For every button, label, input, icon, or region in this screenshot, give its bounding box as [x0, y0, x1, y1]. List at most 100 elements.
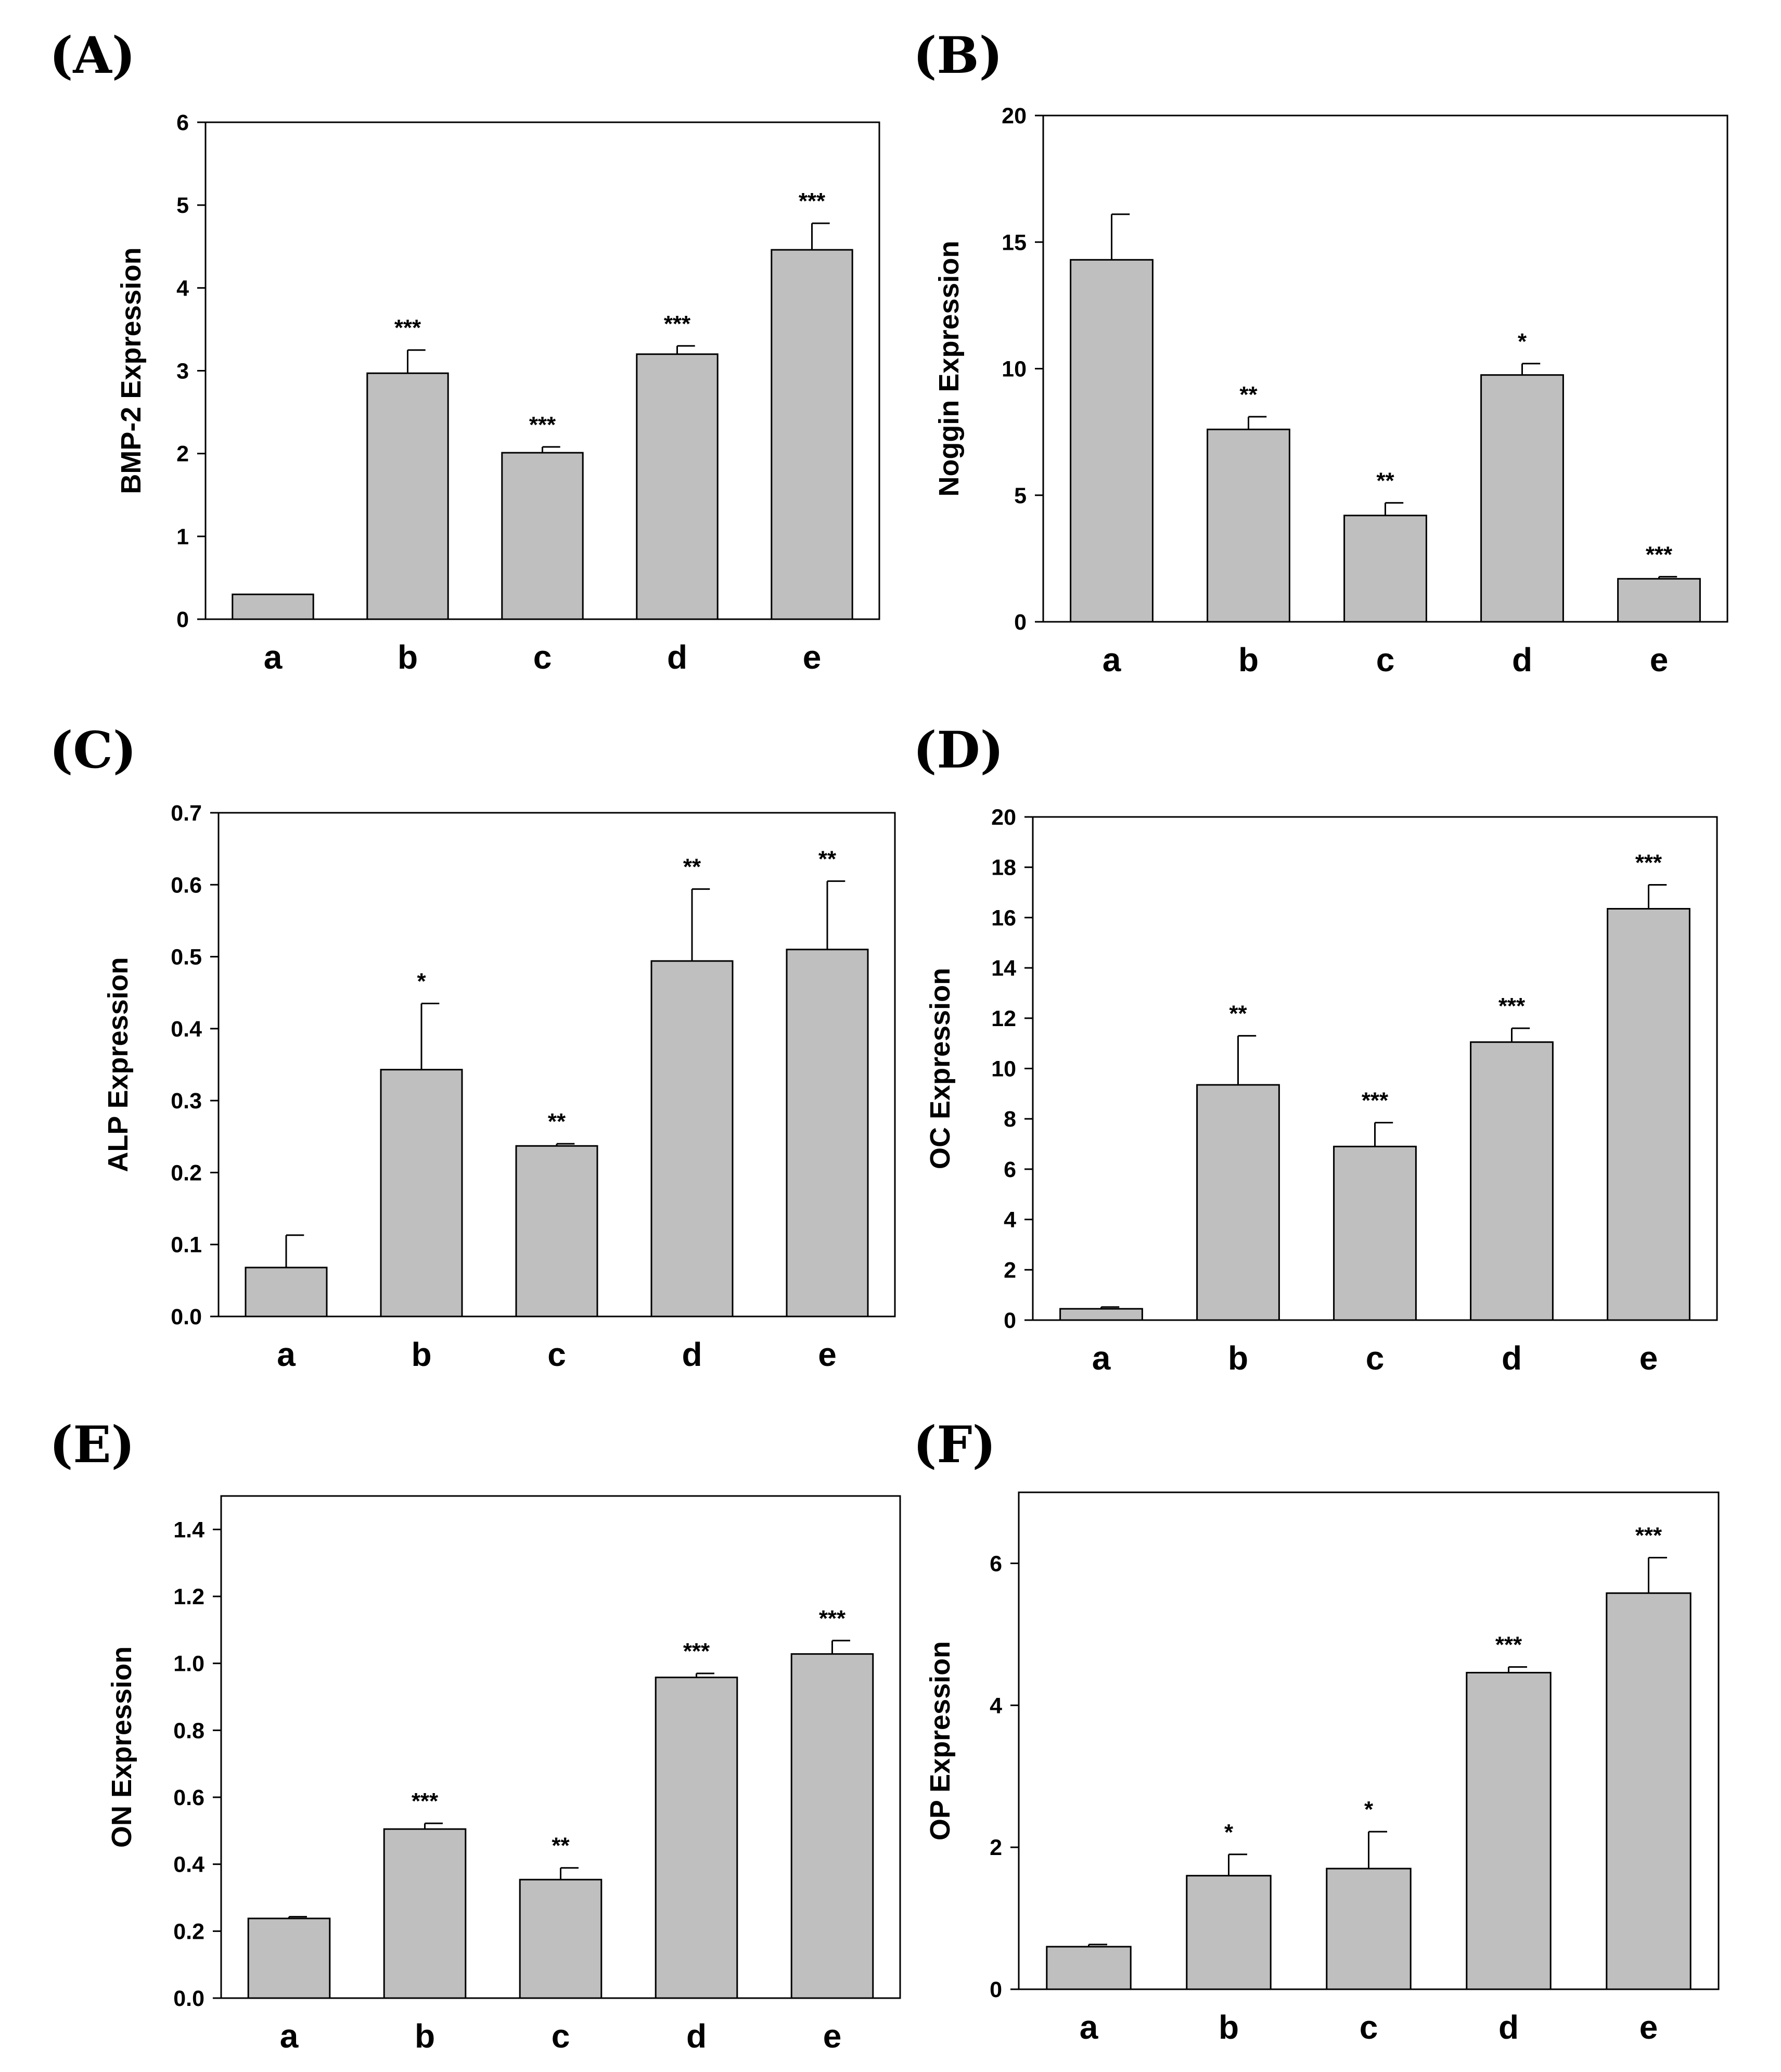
- panel-2-bar-d: [650, 960, 734, 1318]
- panel-1-ytick-label: 10: [1002, 357, 1027, 382]
- panel-5-bar-b: [1186, 1875, 1272, 1990]
- panel-4-ytick-label: 1.0: [173, 1652, 204, 1677]
- panel-4-xtick-label-b: b: [415, 2017, 435, 2055]
- panel-3-xtick-label-e: e: [1639, 1339, 1658, 1377]
- panel-2-xtick-label-d: d: [682, 1336, 702, 1373]
- panel-0-bar-a: [232, 593, 314, 620]
- panel-3-ytick-label: 16: [991, 905, 1016, 930]
- panel-4-ytick-label: 0.8: [173, 1718, 204, 1743]
- panel-1-label: (B): [913, 26, 1003, 85]
- panel-3-significance-c: ***: [1362, 1088, 1389, 1113]
- panel-1-xtick-label-d: d: [1512, 641, 1532, 679]
- panel-5-ytick-label: 4: [990, 1693, 1002, 1718]
- panel-5-ytick-label: 2: [990, 1835, 1002, 1860]
- panel-5-xtick-label-e: e: [1639, 2009, 1658, 2046]
- panel-4-significance-b: ***: [412, 1788, 439, 1814]
- panel-5-bar-c: [1326, 1868, 1412, 1990]
- panel-0-significance-e: ***: [799, 188, 826, 214]
- panel-0-ytick-label: 1: [176, 525, 189, 549]
- panel-4-bar-e: [790, 1653, 874, 1999]
- panel-2-xtick-label-e: e: [818, 1336, 837, 1373]
- panel-0-y-axis-label: BMP-2 Expression: [116, 247, 147, 494]
- panel-0-significance-c: ***: [529, 412, 556, 438]
- panel-4-xtick-label-d: d: [686, 2017, 707, 2055]
- panel-4-bar-c: [519, 1878, 603, 1999]
- panel-3-ytick-label: 8: [1004, 1107, 1016, 1132]
- panel-5-xtick-label-b: b: [1219, 2009, 1239, 2046]
- panel-0-ytick-label: 2: [176, 442, 189, 467]
- panel-1-ytick-label: 5: [1014, 483, 1027, 508]
- panel-2-bar-c: [515, 1145, 598, 1318]
- panel-5-bar-a: [1046, 1946, 1132, 1990]
- panel-2-bar-b: [380, 1069, 463, 1318]
- panel-5-significance-b: *: [1224, 1820, 1234, 1845]
- panel-0-label: (A): [49, 26, 135, 85]
- panel-5-y-axis-label: OP Expression: [925, 1641, 956, 1840]
- panel-0-ytick-label: 5: [176, 193, 189, 218]
- panel-5-significance-d: ***: [1495, 1632, 1522, 1658]
- panel-2-y-axis-label: ALP Expression: [102, 957, 134, 1172]
- panel-0-significance-b: ***: [394, 315, 421, 341]
- panel-2-ytick-label: 0.1: [171, 1233, 202, 1258]
- panel-1-ytick-label: 0: [1014, 610, 1027, 635]
- panel-4-bar-a: [247, 1917, 331, 1999]
- panel-2-ytick-label: 0.3: [171, 1089, 202, 1114]
- panel-0-xtick-label-b: b: [398, 638, 418, 676]
- panel-4-ytick-label: 1.2: [173, 1584, 204, 1609]
- panel-0-xtick-label-e: e: [803, 638, 822, 676]
- panel-1-xtick-label-b: b: [1238, 641, 1259, 679]
- panel-2-ytick-label: 0.7: [171, 801, 202, 826]
- panel-4-significance-c: **: [552, 1833, 570, 1859]
- panel-0-ytick-label: 4: [176, 276, 189, 301]
- panel-2-xtick-label-c: c: [547, 1336, 566, 1373]
- panel-5-label: (F): [913, 1415, 996, 1474]
- panel-1-bar-e: [1617, 578, 1701, 623]
- panel-4-ytick-label: 0.2: [173, 1919, 204, 1944]
- panel-2-bar-a: [245, 1267, 328, 1318]
- panel-2-xtick-label-a: a: [277, 1336, 296, 1373]
- panel-3-ytick-label: 10: [991, 1057, 1016, 1082]
- panel-3-ytick-label: 0: [1004, 1308, 1016, 1333]
- panel-4-ytick-label: 0.4: [173, 1852, 204, 1877]
- panel-4-ytick-label: 0.6: [173, 1785, 204, 1810]
- panel-3-xtick-label-a: a: [1092, 1339, 1111, 1377]
- panel-1-xtick-label-a: a: [1103, 641, 1121, 679]
- panel-2-ytick-label: 0.5: [171, 945, 202, 970]
- panel-3-bar-a: [1059, 1308, 1143, 1321]
- panel-5-ytick-label: 6: [990, 1551, 1002, 1576]
- panel-1-y-axis-label: Noggin Expression: [933, 240, 965, 496]
- panel-4-xtick-label-c: c: [552, 2017, 570, 2055]
- panel-2-significance-c: **: [548, 1109, 566, 1134]
- panel-3-ytick-label: 4: [1004, 1208, 1016, 1233]
- panel-3-label: (D): [913, 721, 1004, 779]
- panel-3-significance-b: **: [1229, 1001, 1247, 1027]
- panel-3-ytick-label: 14: [991, 956, 1016, 981]
- panel-0-ytick-label: 6: [176, 110, 189, 135]
- panel-2-ytick-label: 0.6: [171, 873, 202, 898]
- panel-4-significance-e: ***: [819, 1606, 846, 1631]
- panel-3-y-axis-label: OC Expression: [925, 968, 956, 1169]
- panel-5-xtick-label-a: a: [1080, 2009, 1098, 2046]
- panel-3-significance-e: ***: [1635, 850, 1662, 876]
- panel-0-bar-b: [366, 372, 449, 620]
- panel-2-bar-e: [786, 949, 869, 1318]
- panel-2-significance-d: **: [683, 854, 701, 880]
- panel-5-bar-e: [1606, 1592, 1692, 1990]
- panel-1-bar-a: [1070, 259, 1154, 623]
- panel-0-xtick-label-c: c: [533, 638, 552, 676]
- panel-1-bar-c: [1343, 515, 1427, 623]
- panel-4-y-axis-label: ON Expression: [106, 1646, 137, 1848]
- panel-0-ytick-label: 0: [176, 607, 189, 632]
- panel-3-ytick-label: 6: [1004, 1157, 1016, 1182]
- panel-1-ytick-label: 15: [1002, 230, 1027, 255]
- panel-4-ytick-label: 1.4: [173, 1517, 204, 1542]
- panel-1-significance-d: *: [1518, 329, 1527, 354]
- panel-0-bar-c: [501, 452, 584, 620]
- panel-4-ytick-label: 0.0: [173, 1986, 204, 2011]
- panel-1-significance-c: **: [1376, 468, 1394, 493]
- panel-3-significance-d: ***: [1498, 993, 1526, 1019]
- panel-1-significance-e: ***: [1646, 542, 1673, 567]
- panel-2-ytick-label: 0.2: [171, 1160, 202, 1185]
- panel-2-significance-b: *: [417, 968, 426, 994]
- panel-4-xtick-label-e: e: [823, 2017, 842, 2055]
